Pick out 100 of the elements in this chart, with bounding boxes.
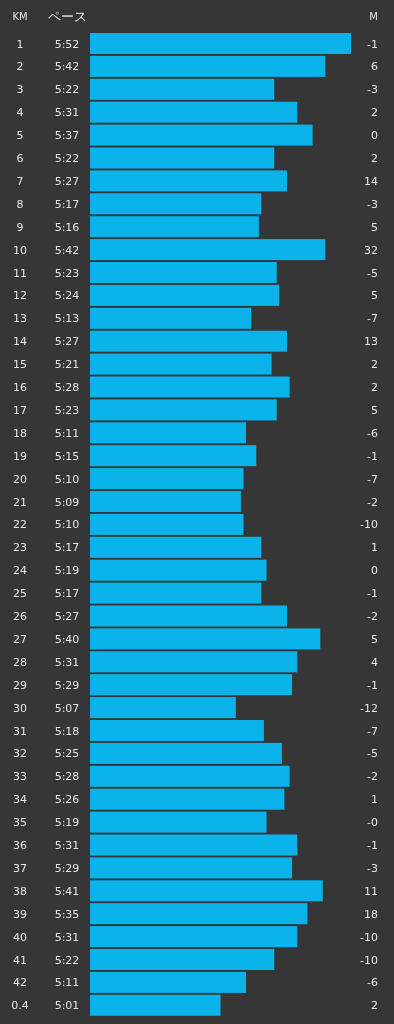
data-label: 5:19 — [54, 564, 80, 578]
y-tick-label: 39 — [13, 907, 27, 921]
y-tick-label: 23 — [13, 541, 27, 555]
data-label: 5:11 — [54, 976, 80, 990]
data-label: 5:25 — [54, 747, 80, 761]
y-tick-label: 27 — [13, 632, 27, 646]
y-tick-label: 37 — [13, 861, 27, 875]
data-label: 5:31 — [54, 839, 80, 852]
data-label: 5:52 — [54, 37, 80, 51]
text: -3 — [367, 861, 378, 875]
data-label: 5:31 — [54, 655, 80, 669]
y-tick-label: 26 — [13, 610, 27, 623]
data-label: 5:13 — [54, 312, 80, 326]
text: 6 — [371, 60, 378, 74]
text: -3 — [367, 197, 378, 211]
data-label: 5:31 — [54, 930, 80, 944]
y-tick-label: 3 — [16, 83, 24, 97]
data-label: 5:41 — [54, 884, 80, 898]
data-label: 5:28 — [54, 770, 80, 784]
text: -5 — [367, 266, 378, 280]
data-label: 5:19 — [54, 816, 80, 830]
data-label: 5:21 — [54, 358, 80, 372]
text: 5 — [371, 289, 378, 303]
data-label: 5:23 — [54, 403, 80, 417]
data-label: 5:17 — [54, 541, 80, 555]
text: 2 — [371, 358, 378, 372]
text: -1 — [367, 678, 378, 692]
y-tick-label: 5 — [16, 129, 24, 143]
y-tick-label: 8 — [16, 197, 24, 211]
text: -1 — [367, 37, 378, 51]
data-label: 5:35 — [54, 907, 80, 921]
data-label: 5:17 — [54, 197, 80, 211]
text: 11 — [364, 884, 378, 898]
y-tick-label: 19 — [13, 449, 27, 463]
text: 2 — [371, 999, 378, 1013]
data-label: 5:28 — [54, 381, 80, 394]
y-tick-label: 36 — [13, 839, 27, 852]
y-tick-label: 2 — [16, 60, 24, 74]
y-tick-label: 4 — [16, 106, 24, 120]
text: -7 — [367, 312, 378, 326]
text: 5 — [371, 403, 378, 417]
y-tick-label: 30 — [13, 701, 27, 715]
data-label: 5:18 — [54, 724, 80, 738]
text: -5 — [367, 747, 378, 761]
y-tick-label: 13 — [13, 312, 27, 326]
data-label: 5:15 — [54, 449, 80, 463]
text: 2 — [371, 106, 378, 120]
y-tick-label: 17 — [13, 403, 27, 417]
data-label: 5:37 — [54, 129, 80, 143]
data-label: 5:31 — [54, 106, 80, 120]
data-label: 5:22 — [54, 83, 80, 97]
text: -1 — [367, 587, 378, 601]
y-tick-label: 31 — [13, 724, 27, 738]
y-tick-label: 22 — [13, 518, 27, 532]
y2-axis-title: M — [369, 11, 378, 22]
data-label: 5:11 — [54, 426, 80, 440]
data-label: 5:01 — [54, 999, 80, 1013]
y-tick-label: 10 — [13, 243, 27, 257]
y-tick-label: 6 — [16, 152, 24, 165]
y-tick-label: 7 — [16, 174, 24, 188]
y-tick-label: 32 — [13, 747, 27, 761]
text: 0 — [371, 564, 378, 578]
text: 2 — [371, 381, 378, 394]
data-label: 5:42 — [54, 60, 80, 74]
y-tick-label: 15 — [13, 358, 27, 372]
y-tick-label: 11 — [13, 266, 27, 280]
text: -2 — [367, 770, 378, 784]
data-label: 5:40 — [54, 632, 80, 646]
data-label: 5:24 — [54, 289, 80, 303]
data-label: 5:10 — [54, 518, 80, 532]
text: 1 — [371, 793, 378, 807]
text: 14 — [364, 174, 378, 188]
text: -6 — [367, 976, 378, 990]
text: -7 — [367, 724, 378, 738]
y-tick-label: 20 — [13, 472, 27, 486]
text: -0 — [367, 816, 378, 830]
data-label: 5:09 — [54, 495, 80, 509]
data-label: 5:29 — [54, 678, 80, 692]
data-label: 5:27 — [54, 610, 80, 623]
text: -10 — [360, 930, 378, 944]
text: -2 — [367, 495, 378, 509]
y-tick-label: 0.4 — [11, 999, 29, 1013]
data-label: 5:42 — [54, 243, 80, 257]
text: -7 — [367, 472, 378, 486]
y-tick-label: 29 — [13, 678, 27, 692]
y-tick-label: 14 — [13, 335, 27, 349]
y-tick-label: 35 — [13, 816, 27, 830]
text: -2 — [367, 610, 378, 623]
data-label: 5:27 — [54, 174, 80, 188]
y-tick-label: 40 — [13, 930, 27, 944]
text: 32 — [364, 243, 378, 257]
data-label: 5:16 — [54, 220, 80, 234]
text: -10 — [360, 953, 378, 967]
y-tick-label: 1 — [16, 37, 24, 51]
data-label: 5:26 — [54, 793, 80, 807]
y-tick-label: 21 — [13, 495, 27, 509]
text: -6 — [367, 426, 378, 440]
text: 1 — [371, 541, 378, 555]
text: 5 — [371, 632, 378, 646]
y-tick-label: 28 — [13, 655, 27, 669]
